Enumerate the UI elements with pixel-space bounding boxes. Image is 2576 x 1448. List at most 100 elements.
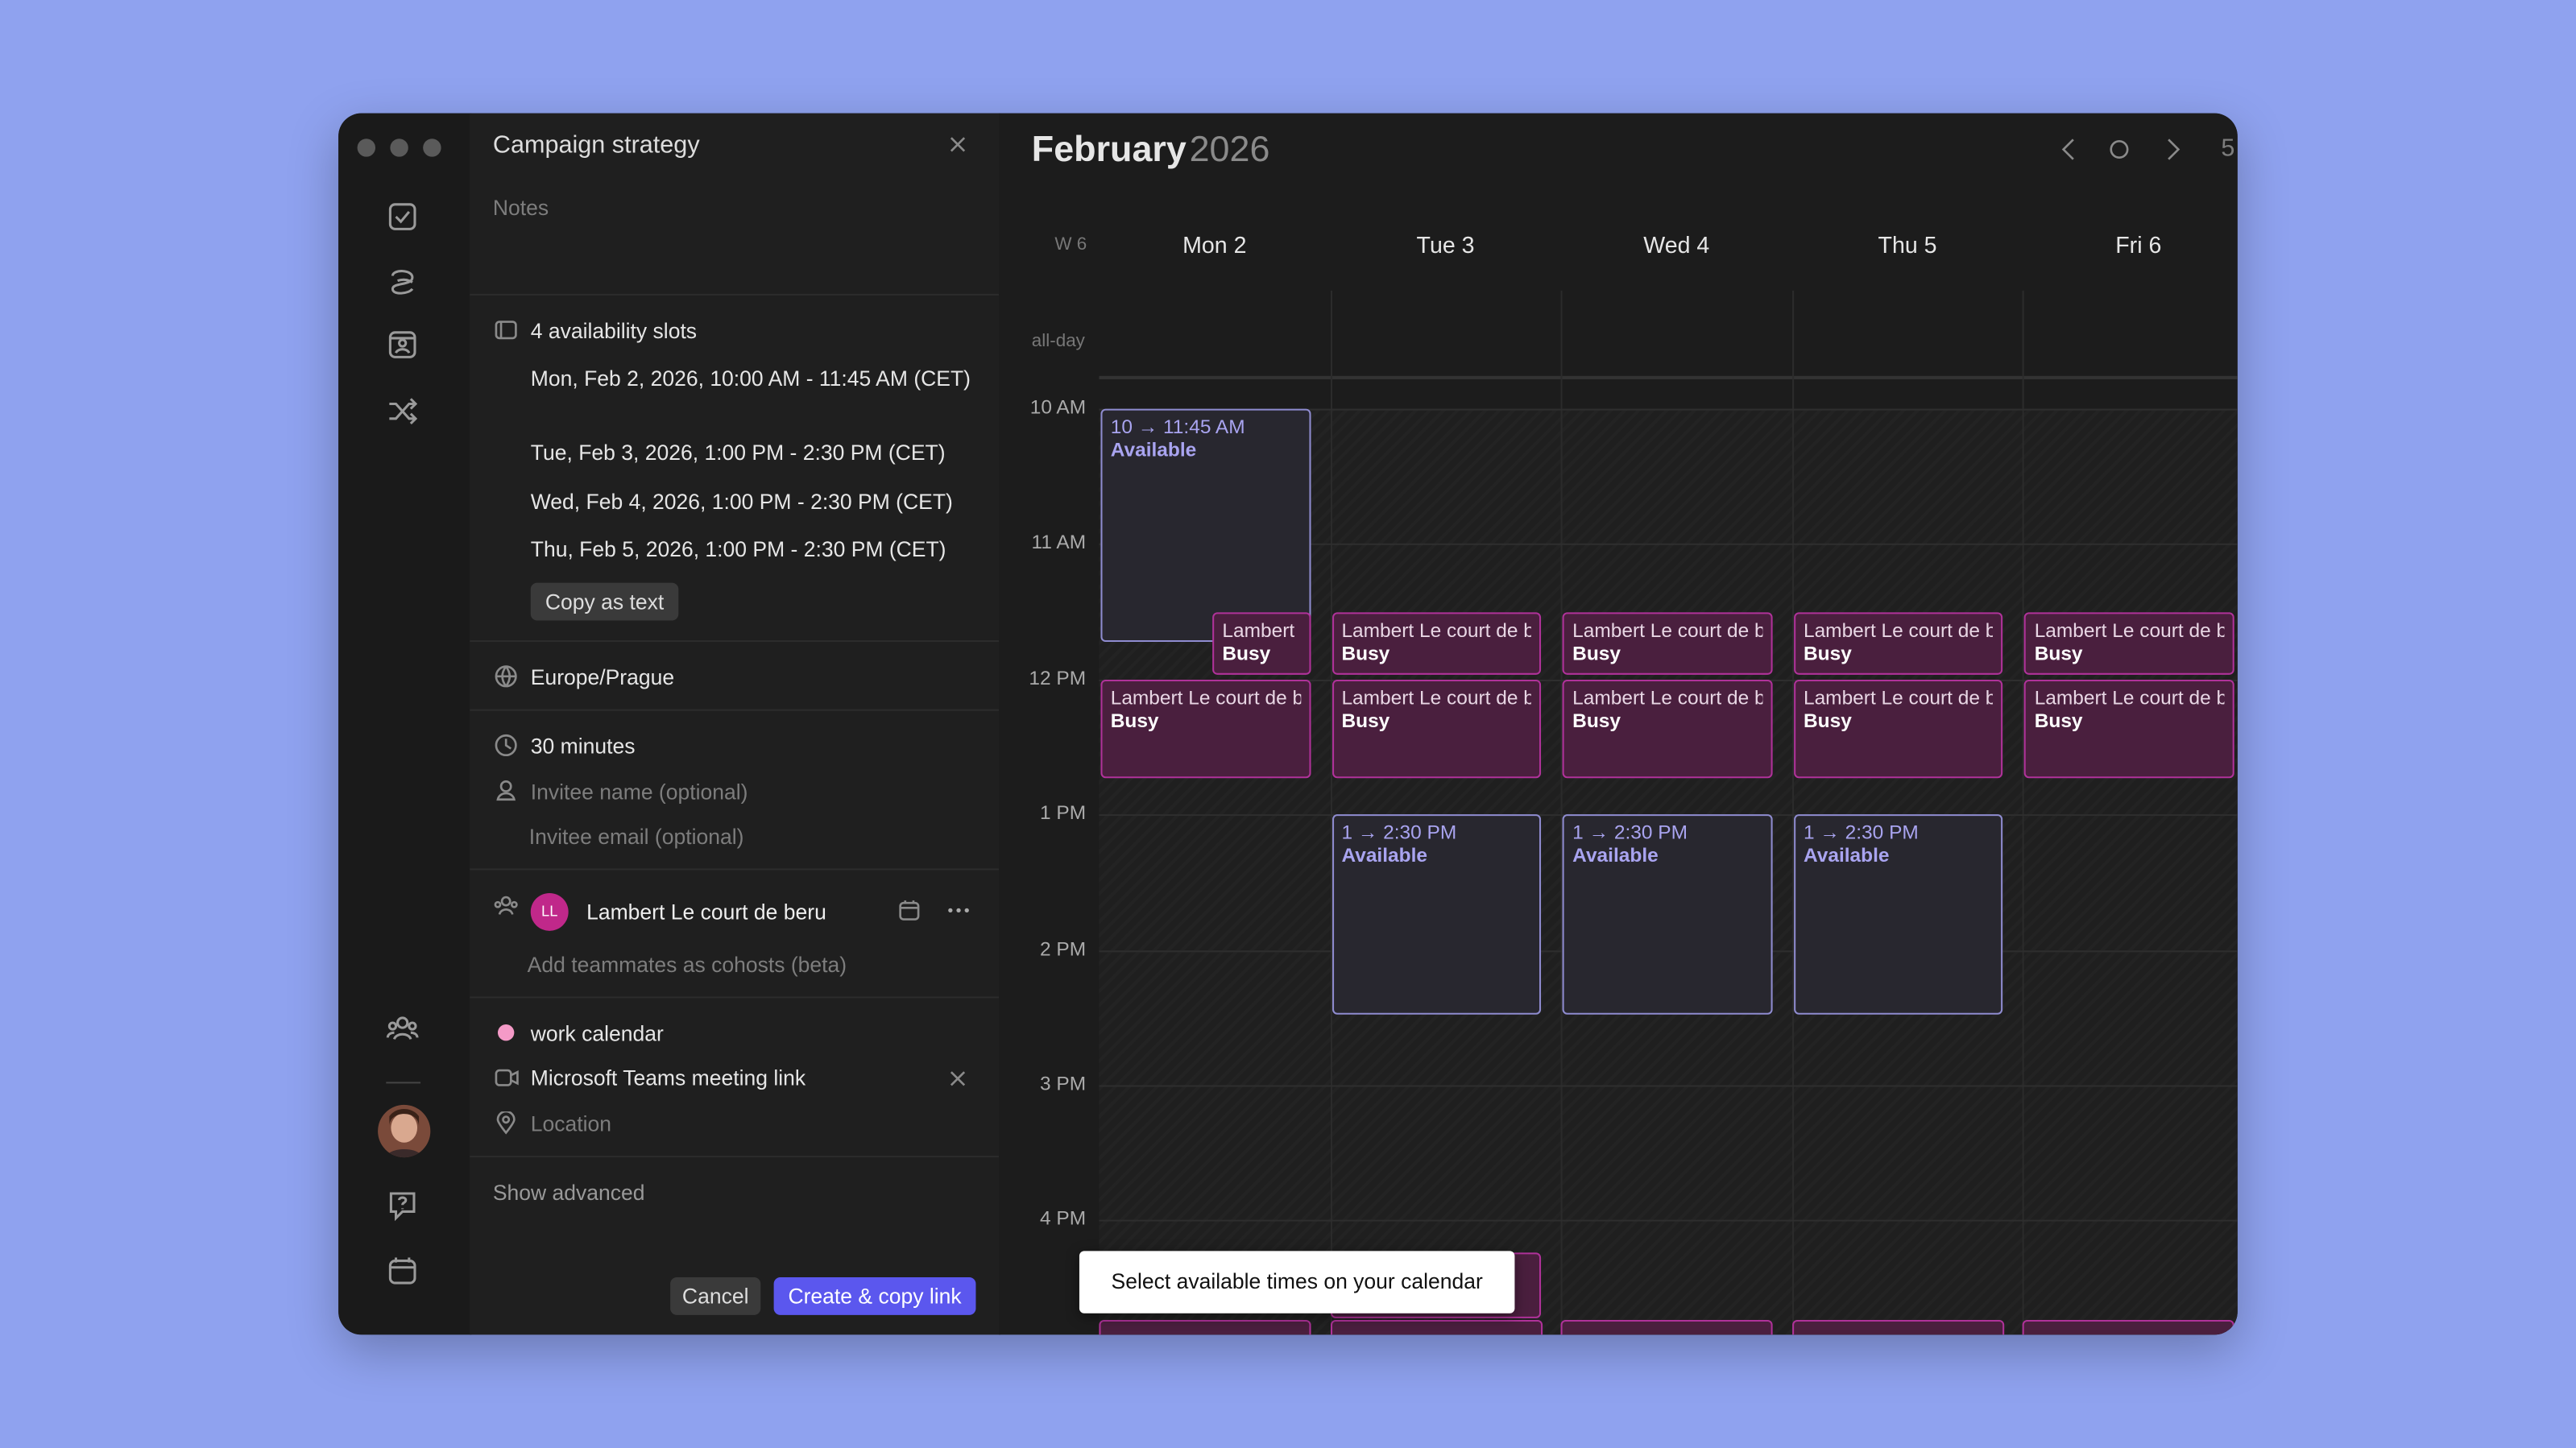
available-slot: 1 → 2:30 PM Available (1562, 814, 1773, 1015)
slot: Wed, Feb 4, 2026, 1:00 PM - 2:30 PM (CET… (530, 489, 953, 515)
calendar-icon[interactable] (387, 1256, 417, 1285)
today-button[interactable] (2110, 139, 2129, 159)
event-time: 1 → 2:30 PM (1341, 821, 1457, 844)
shuffle-icon[interactable] (387, 395, 418, 425)
team-icon[interactable] (386, 1013, 419, 1043)
busy-event: Lambert Le court de beruBusy (2024, 679, 2234, 779)
event-label: Busy (1572, 642, 1621, 665)
slot: Tue, Feb 3, 2026, 1:00 PM - 2:30 PM (CET… (530, 440, 946, 465)
all-day-divider (1099, 375, 2238, 379)
cohosts-input[interactable]: Add teammates as cohosts (beta) (527, 952, 847, 977)
app-window: Campaign strategy Notes 4 availability s… (338, 113, 2238, 1335)
duration[interactable]: 30 minutes (530, 734, 636, 759)
event-label: Available (1110, 438, 1197, 461)
window-controls[interactable] (357, 138, 442, 157)
hour-label: 3 PM (1039, 1072, 1087, 1095)
host-avatar: LL (530, 892, 569, 931)
event-title: Lambert Le court de beru (2034, 686, 2225, 710)
event-title: Lambert Le court de beru (1572, 686, 1762, 710)
separator (470, 640, 1000, 643)
busy-event: Lambert Le court de beruBusy (1331, 679, 1542, 779)
host-name: Lambert Le court de beru (586, 900, 826, 925)
timezone[interactable]: Europe/Prague (530, 664, 675, 690)
contacts-icon[interactable] (387, 330, 417, 360)
event-label: Busy (1572, 709, 1621, 733)
show-advanced[interactable]: Show advanced (492, 1180, 645, 1206)
event-title: Lambert Le court de beru (1803, 619, 1994, 643)
remove-link-button[interactable] (950, 1070, 966, 1086)
day-header: Thu 5 (1878, 231, 1937, 259)
available-slot: 10 → 11:45 AM Available (1100, 408, 1311, 643)
event-title: Lambert Le court de beru (1341, 686, 1531, 710)
help-icon[interactable] (387, 1190, 417, 1222)
user-avatar[interactable] (376, 1103, 432, 1159)
busy-event: Lambert Le court de beruBusy (2024, 612, 2234, 675)
event-label: Busy (1341, 709, 1390, 733)
event-label: Busy (1803, 642, 1852, 665)
meeting-link[interactable]: Microsoft Teams meeting link (530, 1065, 806, 1090)
busy-event-partial (1099, 1319, 1311, 1335)
host-calendar-icon[interactable] (899, 900, 921, 921)
busy-event-partial (1330, 1319, 1543, 1335)
notes-input[interactable]: Notes (492, 195, 549, 221)
event-label: Busy (1222, 642, 1271, 665)
day-header: Tue 3 (1416, 231, 1475, 259)
prev-button[interactable] (2060, 138, 2077, 161)
invitee-name-input[interactable]: Invitee name (optional) (530, 780, 748, 805)
busy-event: Lambert Le court de beruBusy (1562, 679, 1773, 779)
scheduling-icon[interactable] (387, 266, 417, 296)
calendar-name[interactable]: work calendar (530, 1020, 664, 1046)
clock-icon (495, 734, 517, 757)
event-label: Available (1341, 843, 1428, 867)
month: February (1031, 128, 1187, 169)
year: 2026 (1189, 128, 1270, 169)
tasks-icon[interactable] (387, 202, 417, 232)
event-title: Lambert Le court de beru (1803, 686, 1994, 710)
more-button[interactable] (948, 908, 970, 912)
event-label: Busy (1803, 709, 1852, 733)
globe-icon (495, 665, 517, 688)
divider (386, 1082, 421, 1084)
event-label: Busy (2034, 642, 2083, 665)
cancel-button[interactable]: Cancel (670, 1276, 761, 1315)
close-button[interactable] (950, 136, 966, 152)
event-time: 1 → 2:30 PM (1572, 821, 1688, 844)
create-button[interactable]: Create & copy link (773, 1276, 976, 1315)
invitee-email-input[interactable]: Invitee email (optional) (528, 824, 744, 849)
event-title: Lambert Le court de beru (2034, 619, 2225, 643)
column-divider (1791, 290, 1794, 1335)
person-icon (496, 780, 516, 801)
hour-line (1099, 408, 2238, 411)
available-slot: 1 → 2:30 PM Available (1331, 814, 1542, 1015)
hour-label: 12 PM (1029, 666, 1087, 689)
busy-event: Lambert Le court de beruBusy (1562, 612, 1773, 675)
hour-label: 2 PM (1039, 937, 1087, 960)
column-divider (1560, 290, 1563, 1335)
slots-icon (495, 321, 517, 340)
hour-label: 10 AM (1029, 395, 1087, 419)
event-label: Available (1572, 843, 1659, 867)
hour-label: 11 AM (1031, 531, 1087, 554)
booking-panel: Campaign strategy Notes 4 availability s… (470, 113, 1001, 1335)
location-input[interactable]: Location (530, 1111, 612, 1136)
view-selector[interactable]: 5 days (2221, 134, 2237, 163)
event-label: Busy (1110, 709, 1159, 733)
hour-line (1099, 544, 2238, 546)
event-label: Available (1803, 843, 1890, 867)
separator (470, 293, 1000, 296)
toast: Select available times on your calendar (1079, 1251, 1515, 1314)
hour-line (1099, 1220, 2238, 1223)
copy-button[interactable]: Copy as text (530, 582, 679, 621)
event-time: 10 → 11:45 AM (1110, 415, 1245, 439)
location-icon (496, 1111, 516, 1135)
slots-header: 4 availability slots (530, 318, 698, 344)
busy-event: Lambert Le court de beruBusy (1793, 679, 2003, 779)
next-button[interactable] (2165, 138, 2181, 161)
event-title: Lambert Le court de beru (1572, 619, 1762, 643)
hosts-icon (494, 896, 518, 915)
busy-event-partial (1792, 1319, 2005, 1335)
separator (470, 1156, 1000, 1158)
day-header: Fri 6 (2115, 231, 2162, 259)
slot: Thu, Feb 5, 2026, 1:00 PM - 2:30 PM (CET… (530, 536, 946, 562)
